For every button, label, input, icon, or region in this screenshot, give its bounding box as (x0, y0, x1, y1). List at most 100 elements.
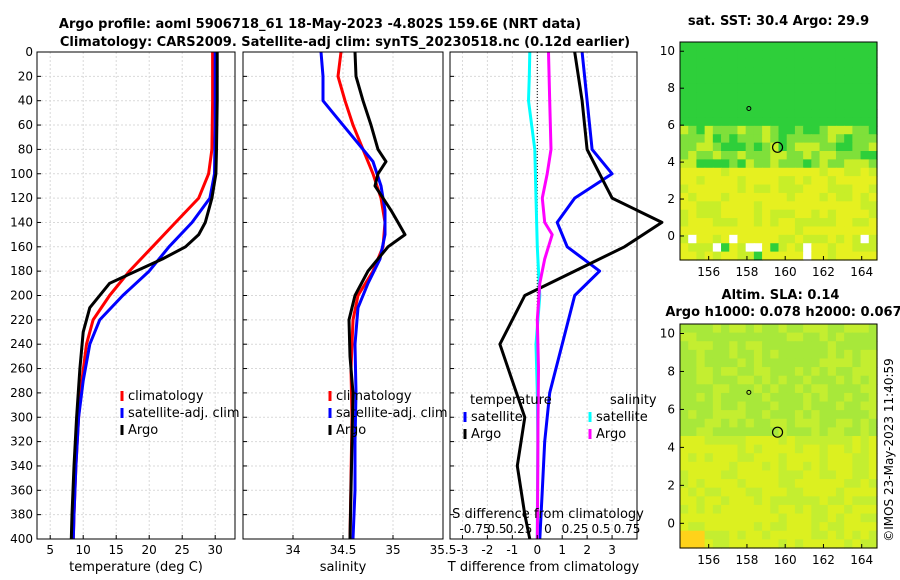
map-cell (803, 513, 812, 523)
map-cell (680, 234, 689, 244)
map-cell (794, 151, 804, 160)
map-cell (729, 539, 739, 549)
map-cell (680, 375, 689, 385)
map-cell (688, 234, 698, 244)
map-cell (835, 92, 845, 102)
map-cell (844, 218, 853, 228)
map-cell (852, 218, 862, 228)
map-cell (770, 530, 780, 540)
map-cell (819, 42, 829, 51)
map-cell (868, 384, 878, 394)
map-cell (688, 159, 698, 169)
map-cell (835, 100, 845, 110)
map-cell (696, 201, 706, 211)
map-cell (770, 117, 780, 127)
map-cell (770, 209, 780, 219)
map-cell (835, 496, 845, 506)
map-cell (762, 392, 771, 403)
map-cell (827, 251, 837, 261)
map-cell (819, 176, 829, 186)
map-cell (786, 410, 796, 420)
map-cell (729, 392, 739, 403)
map-cell (786, 375, 796, 385)
map-cell (827, 243, 837, 253)
map-cell (803, 251, 812, 261)
map-cell (811, 226, 821, 236)
map-cell (827, 384, 837, 394)
map-cell (696, 461, 706, 472)
map-cell (778, 209, 788, 219)
map-cell (868, 125, 878, 135)
map-cell (688, 201, 698, 211)
map-cell (811, 341, 821, 351)
temperature-panel: 0 20 40 60 80 100 120 140 160 180 200 220 240 260 280 3… (10, 45, 240, 575)
map-cell (712, 453, 722, 463)
map-cell (753, 522, 763, 532)
map-cell (762, 384, 771, 394)
map-cell (729, 384, 739, 394)
map-cell (811, 367, 821, 377)
map-cell (729, 176, 739, 186)
map-cell (860, 159, 870, 169)
x-tick-label: 164 (850, 553, 873, 567)
x-tick-label: 20 (142, 543, 157, 557)
map-cell (762, 75, 771, 85)
map-cell (762, 159, 771, 169)
y-tick-label: 360 (10, 483, 33, 497)
map-cell (680, 539, 689, 549)
map-cell (844, 453, 853, 463)
map-cell (688, 134, 698, 144)
map-cell (737, 209, 747, 219)
map-cell (729, 159, 739, 169)
argo-marker (771, 141, 784, 153)
map-cell (762, 324, 771, 334)
map-cell (704, 470, 714, 480)
map-cell (770, 134, 780, 144)
map-cell (811, 109, 821, 119)
map-cell (794, 530, 804, 540)
map-cell (704, 453, 714, 463)
map-cell (778, 349, 788, 360)
map-cell (835, 234, 845, 244)
map-cell (704, 75, 714, 85)
map-cell (745, 367, 755, 377)
x-tick-label: 0 (533, 543, 541, 557)
map-cell (696, 100, 706, 110)
map-cell (762, 234, 771, 244)
map-cell (794, 218, 804, 228)
map-cell (852, 436, 862, 446)
map-cell (827, 176, 837, 186)
map-cell (860, 167, 870, 177)
map-cell (721, 159, 730, 169)
map-cell (803, 176, 812, 186)
map-cell (721, 109, 730, 119)
map-cell (696, 184, 706, 194)
map-cell (729, 436, 739, 446)
y-tick-label: 260 (10, 362, 33, 376)
map-cell (729, 209, 739, 219)
map-cell (844, 470, 853, 480)
map-cell (729, 83, 739, 93)
map-cell (688, 125, 698, 135)
map-cell (786, 513, 796, 523)
map-cell (868, 418, 878, 428)
map-cell (819, 384, 829, 394)
map-cell (770, 142, 780, 152)
map-cell (852, 226, 862, 236)
map-cell (778, 176, 788, 186)
map-cell (696, 436, 706, 446)
map-cell (762, 142, 771, 152)
map-cell (819, 375, 829, 385)
map-cell (844, 67, 853, 77)
x-tick-label: 25 (175, 543, 190, 557)
map-cell (737, 151, 747, 160)
map-cell (827, 134, 837, 144)
map-cell (868, 392, 878, 403)
map-cell (860, 367, 870, 377)
map-cell (696, 530, 706, 540)
map-cell (852, 504, 862, 515)
map-cell (852, 358, 862, 368)
map-cell (803, 392, 812, 403)
map-cell (696, 513, 706, 523)
map-cell (688, 92, 698, 102)
